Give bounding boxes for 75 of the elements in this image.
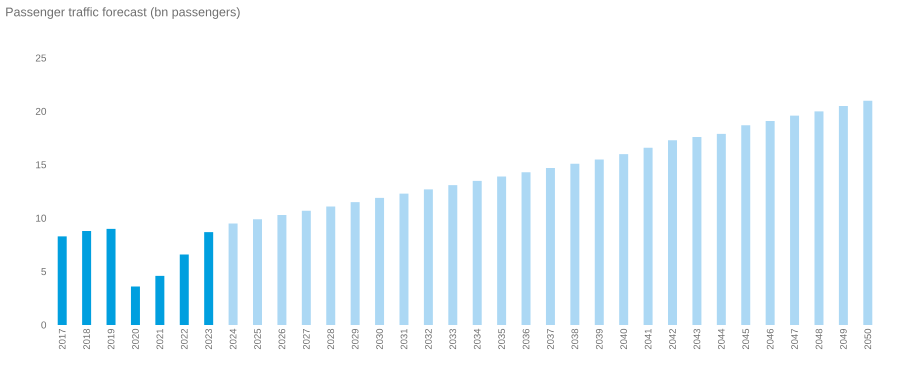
x-tick-label: 2046 (766, 328, 774, 350)
bar (716, 134, 726, 325)
x-tick-label: 2024 (230, 328, 236, 350)
y-tick-label: 20 (36, 108, 46, 115)
bar (253, 219, 262, 325)
x-tick-label: 2048 (816, 328, 822, 350)
bar (375, 198, 384, 325)
bar (204, 232, 214, 325)
bar (668, 140, 678, 325)
x-tick-label: 2033 (449, 328, 456, 350)
bar (472, 180, 482, 325)
x-tick-label: 2022 (180, 328, 188, 350)
x-tick-label: 2020 (132, 328, 139, 350)
x-tick-label: 2047 (791, 328, 798, 350)
chart-title: Passenger traffic forecast (bn passengers) (6, 7, 240, 19)
bar (497, 176, 506, 325)
x-tick-label: 2021 (156, 328, 164, 350)
bar (350, 202, 360, 325)
x-tick-label: 2034 (474, 328, 481, 350)
bar (619, 154, 628, 325)
bar (741, 125, 750, 325)
x-tick-label: 2019 (108, 328, 114, 350)
x-tick-label: 2038 (571, 328, 578, 350)
bar (448, 185, 458, 325)
bar (155, 276, 164, 325)
bar (58, 236, 67, 325)
bar (277, 214, 286, 325)
bar (424, 189, 433, 325)
x-tick-label: 2018 (83, 328, 90, 350)
bar (790, 116, 800, 325)
x-tick-label: 2030 (376, 328, 383, 350)
x-tick-label: 2036 (522, 328, 530, 350)
x-tick-label: 2032 (425, 328, 432, 350)
bar (302, 210, 311, 325)
bar (863, 100, 872, 325)
x-tick-label: 2035 (498, 328, 505, 350)
x-tick-label: 2029 (352, 328, 359, 350)
x-tick-label: 2023 (205, 328, 212, 350)
bar (570, 164, 580, 325)
x-tick-label: 2044 (718, 328, 725, 350)
bar (692, 137, 702, 325)
bar (326, 206, 336, 325)
bar (399, 194, 408, 325)
y-tick-label: 15 (36, 161, 46, 168)
x-tick-label: 2026 (278, 328, 286, 350)
x-tick-label: 2050 (864, 328, 872, 350)
bar (766, 121, 775, 325)
y-tick-label: 0 (41, 321, 46, 329)
x-tick-label: 2027 (302, 328, 310, 350)
x-tick-label: 2042 (669, 328, 676, 350)
bar (130, 286, 140, 325)
bar (522, 172, 531, 325)
bar (82, 231, 92, 325)
x-tick-label: 2045 (742, 328, 750, 350)
x-tick-label: 2040 (620, 328, 628, 350)
x-tick-label: 2017 (58, 328, 66, 350)
bar (838, 106, 848, 325)
x-tick-label: 2043 (694, 328, 700, 350)
bar (106, 228, 116, 325)
y-tick-label: 10 (36, 214, 46, 222)
x-tick-label: 2031 (400, 328, 408, 350)
y-tick-label: 25 (36, 54, 46, 62)
x-tick-label: 2028 (327, 328, 334, 350)
bar (644, 148, 653, 325)
x-tick-label: 2041 (644, 328, 652, 350)
y-tick-label: 5 (41, 268, 46, 276)
x-tick-label: 2039 (596, 328, 603, 350)
bar (546, 168, 555, 325)
bar (814, 111, 824, 325)
x-tick-label: 2025 (254, 328, 261, 350)
bar (228, 224, 238, 325)
x-tick-label: 2037 (547, 328, 554, 350)
bar (594, 159, 604, 325)
bar (180, 254, 189, 325)
x-tick-label: 2049 (840, 328, 847, 350)
